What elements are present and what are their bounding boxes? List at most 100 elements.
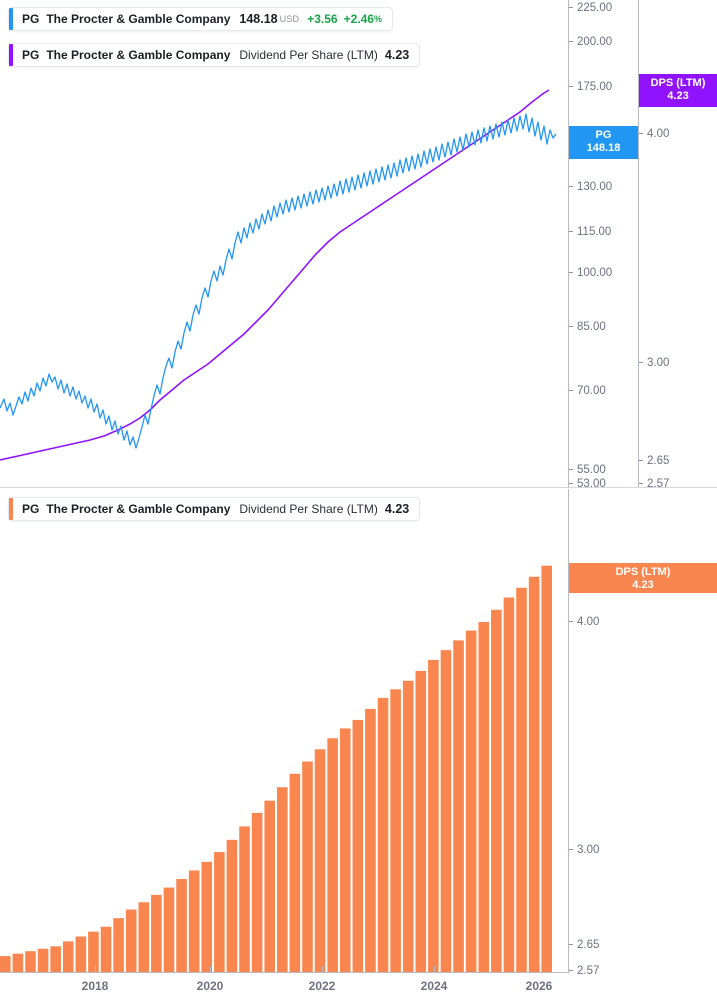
dps-bar [125, 909, 137, 972]
legend-dps-lower[interactable]: PG The Procter & Gamble Company Dividend… [8, 497, 421, 521]
dps-bar [478, 622, 490, 972]
legend-dps-lower-color-swatch [9, 498, 13, 520]
price-tick-70: 70.00 [569, 385, 606, 397]
dps-bar [289, 773, 301, 972]
legend-dps-metric: Dividend Per Share (LTM) [239, 48, 378, 62]
dps-bar [12, 953, 24, 972]
price-tick-225: 225.00 [568, 2, 613, 14]
price-tick-100: 100.00 [568, 267, 613, 279]
price-badge-value: 148.18 [586, 142, 621, 154]
dps-bar [402, 680, 414, 972]
dps-bar [251, 812, 263, 972]
x-tick-mark-2024 [434, 966, 435, 972]
dps-bar [62, 941, 74, 972]
price-tick-53: 53.00 [569, 478, 606, 490]
dps-tick-3-00: 3.00 [638, 357, 670, 369]
price-tick-175: 175.00 [568, 81, 613, 93]
dps-badge-value: 4.23 [667, 90, 689, 102]
price-tick-55: 55.00 [569, 464, 606, 476]
dps-bar [113, 918, 124, 972]
dps-axis-line [638, 0, 639, 487]
x-tick-2022: 2022 [308, 979, 336, 993]
dps-bar [75, 936, 87, 972]
legend-price[interactable]: PG The Procter & Gamble Company 148.18 U… [8, 7, 393, 31]
dps-lower-value-badge: DPS (LTM) 4.23 [569, 563, 717, 593]
legend-dps-value: 4.23 [384, 48, 410, 62]
dps-bar [226, 839, 238, 972]
dps-bar [377, 697, 389, 972]
price-value-badge: PG 148.18 [569, 126, 638, 159]
dps-bar [88, 931, 99, 972]
dps-bar [465, 630, 477, 972]
dps-bar [25, 951, 36, 972]
dps-bar [491, 609, 502, 972]
dps-bar [415, 670, 427, 972]
legend-price-pct-symbol: % [373, 14, 382, 24]
legend-dps[interactable]: PG The Procter & Gamble Company Dividend… [8, 43, 421, 67]
dps-value-badge: DPS (LTM) 4.23 [639, 74, 717, 107]
dps-bar [365, 708, 376, 972]
dps-bar [302, 761, 313, 972]
x-tick-mark-2018 [95, 966, 96, 972]
legend-price-ticker: PG [22, 12, 40, 26]
x-tick-mark-2026 [539, 966, 540, 972]
price-tick-200: 200.00 [568, 36, 613, 48]
price-axis-line [568, 0, 569, 487]
dps-bar [314, 749, 326, 972]
dps-bar [37, 948, 49, 972]
dps-lower-tick-2-65: 2.65 [568, 939, 600, 951]
dps-lower-tick-2-57: 2.57 [568, 965, 600, 977]
dps-bar [277, 787, 288, 972]
dps-bar [176, 878, 187, 972]
dps-bar [327, 738, 338, 972]
dps-tick-2-65: 2.65 [638, 455, 670, 467]
x-tick-mark-2022 [322, 966, 323, 972]
x-tick-2026: 2026 [525, 979, 553, 993]
legend-dps-ticker: PG [22, 48, 40, 62]
x-tick-2020: 2020 [196, 979, 224, 993]
price-chart-data-overlay [0, 0, 568, 487]
legend-price-last: 148.18 [239, 12, 278, 26]
price-tick-115: 115.00 [568, 226, 612, 238]
dps-bar-chart-canvas [0, 565, 552, 972]
dps-bar [163, 887, 175, 972]
x-axis-line [0, 972, 570, 973]
x-tick-2018: 2018 [81, 979, 109, 993]
dps-bar [151, 894, 162, 972]
dps-bar [239, 826, 250, 972]
dps-bar [528, 576, 540, 972]
price-tick-130: 130.00 [568, 181, 613, 193]
dps-bar [352, 719, 364, 972]
price-badge-ticker: PG [595, 129, 612, 141]
price-tick-85: 85.00 [569, 321, 606, 333]
legend-price-change-pct: +2.46 [343, 12, 374, 26]
panel-divider [0, 487, 717, 488]
legend-dps-lower-ticker: PG [22, 502, 40, 516]
legend-dps-lower-metric: Dividend Per Share (LTM) [239, 502, 378, 516]
price-chart-panel[interactable] [0, 0, 568, 487]
dps-lower-badge-value: 4.23 [632, 579, 654, 591]
dps-bar [264, 800, 275, 972]
dps-bar [453, 640, 464, 972]
dps-bar-chart-panel[interactable] [0, 489, 568, 973]
legend-price-color-swatch [9, 8, 13, 30]
dps-lower-tick-3-00: 3.00 [568, 844, 600, 856]
dps-bar [440, 650, 452, 972]
dps-lower-axis-line [568, 489, 569, 973]
legend-price-change: +3.56 [307, 12, 338, 26]
dps-bar [516, 587, 527, 972]
dps-bar [541, 565, 552, 972]
dps-bar [0, 956, 11, 972]
legend-price-company: The Procter & Gamble Company [46, 12, 231, 26]
dps-bar [100, 926, 112, 972]
dps-bar [428, 659, 439, 972]
dps-bar [201, 861, 213, 972]
price-chart-canvas [0, 89, 557, 461]
dps-lower-badge-label: DPS (LTM) [615, 566, 671, 578]
legend-dps-lower-value: 4.23 [384, 502, 410, 516]
dps-badge-label: DPS (LTM) [650, 77, 706, 89]
dps-bar [503, 597, 515, 972]
dps-bar [390, 689, 401, 972]
dps-bar [138, 902, 150, 972]
legend-price-currency: USD [279, 14, 300, 24]
